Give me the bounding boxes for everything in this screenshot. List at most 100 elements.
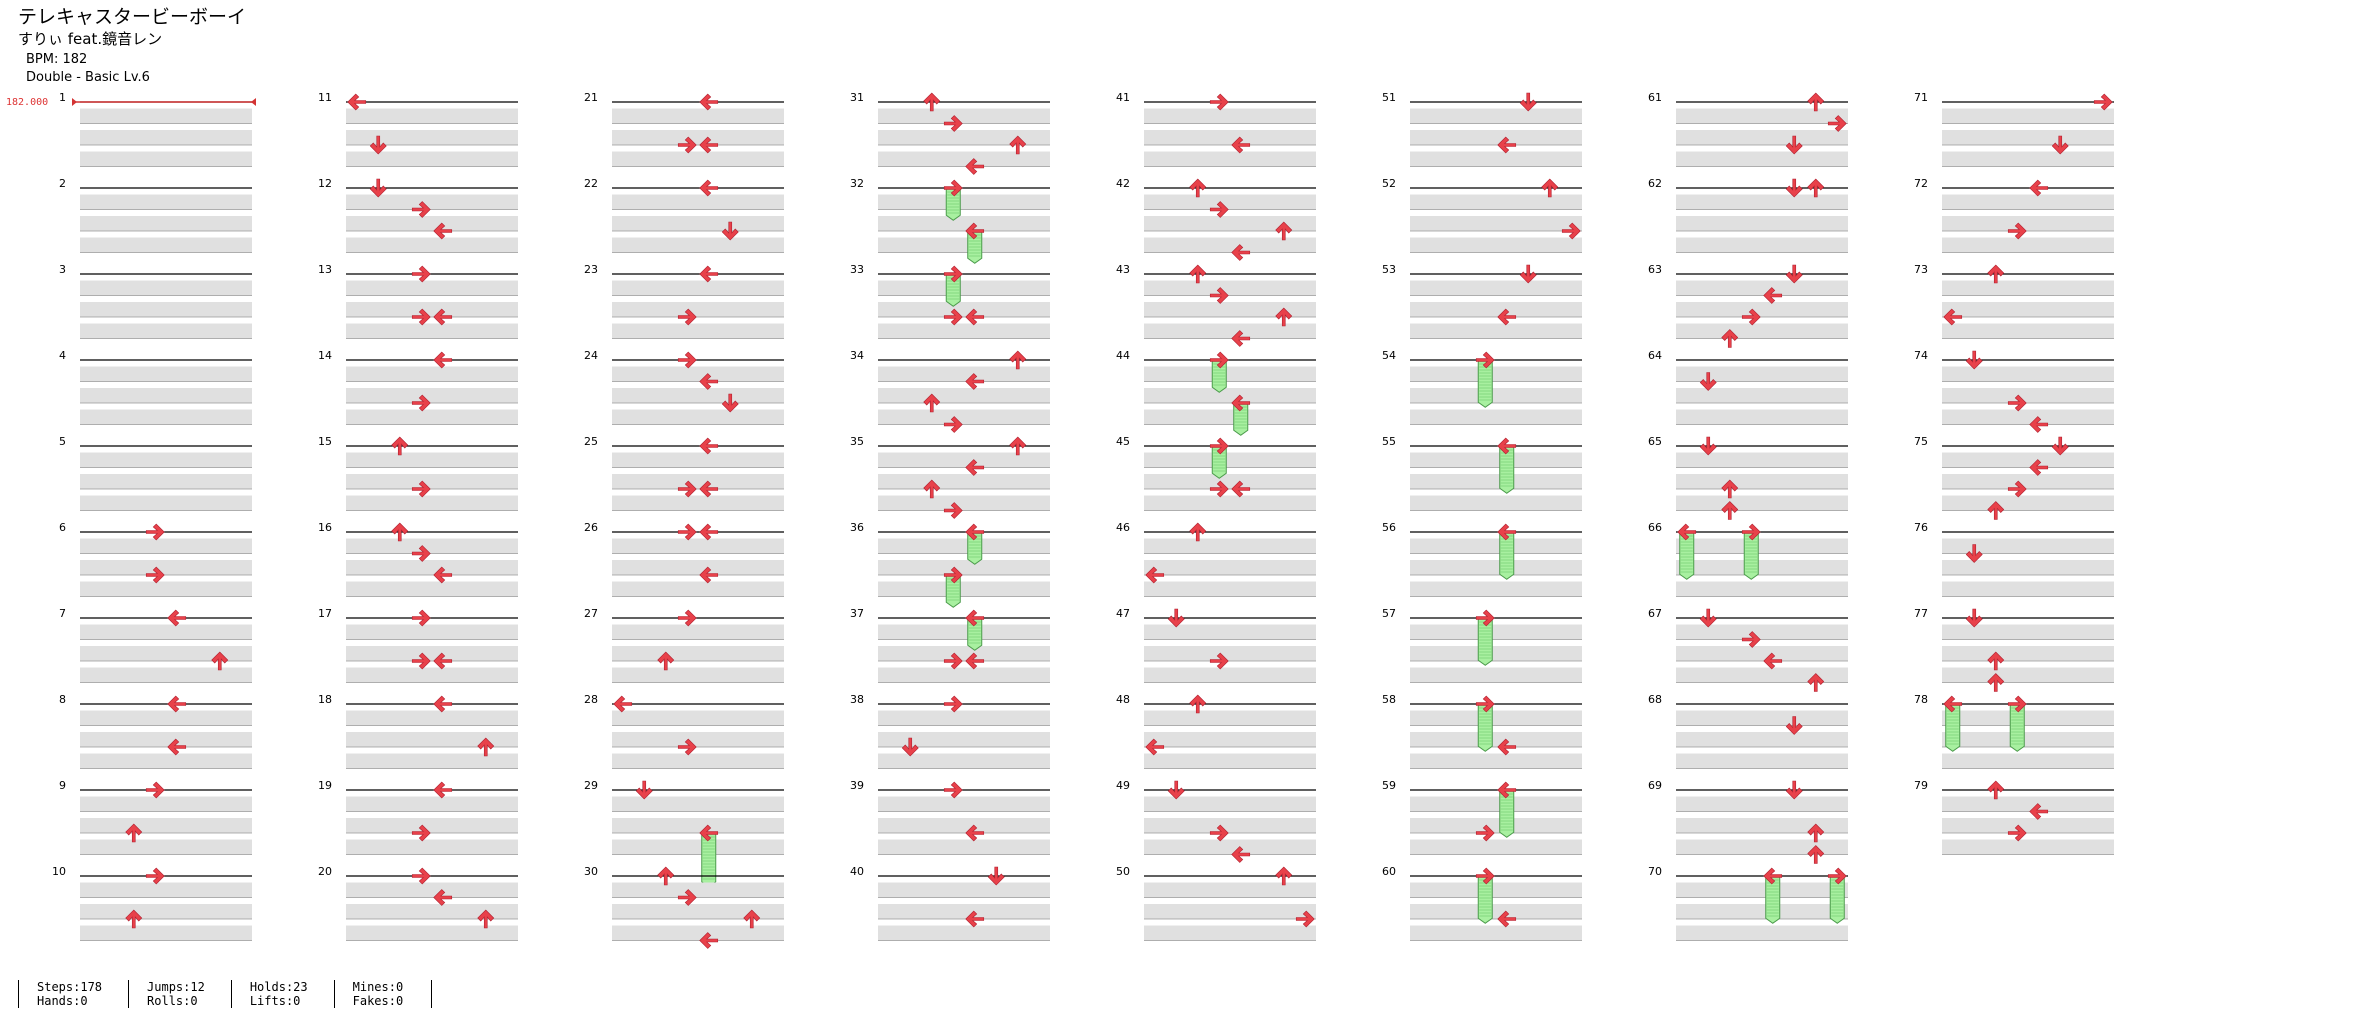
measure: 59 <box>1382 779 1582 855</box>
left-arrow-icon <box>1497 738 1517 756</box>
beat-band <box>1676 452 1848 468</box>
beat-band <box>346 130 518 145</box>
beat-band <box>612 538 784 554</box>
beat-band <box>1144 925 1316 941</box>
measure: 56 <box>1382 521 1582 597</box>
right-arrow-icon <box>677 738 697 756</box>
down-arrow-icon <box>1167 780 1185 800</box>
beat-band <box>346 646 518 661</box>
left-arrow-icon <box>1763 287 1783 304</box>
left-arrow-icon <box>1231 846 1251 863</box>
left-arrow-icon <box>1231 136 1251 154</box>
beat-band <box>1410 302 1582 317</box>
left-arrow-icon <box>1231 480 1251 498</box>
left-arrow-icon <box>1497 437 1517 455</box>
left-arrow-icon <box>1497 781 1517 799</box>
beat-band <box>1144 130 1316 145</box>
song-artist: すりぃ feat.鏡音レン <box>18 30 163 48</box>
beat-band <box>80 904 252 919</box>
beat-band <box>1144 452 1316 468</box>
measure: 61 <box>1648 91 1848 167</box>
beat-band <box>1676 409 1848 425</box>
measure: 16 <box>318 521 518 597</box>
beat-band <box>1942 581 2114 597</box>
beat-band <box>1410 237 1582 253</box>
up-arrow-icon <box>1009 135 1027 155</box>
right-arrow-icon <box>677 889 697 906</box>
measure: 57 <box>1382 607 1582 683</box>
beat-band <box>878 237 1050 253</box>
left-arrow-icon <box>699 136 719 154</box>
beat-band <box>1676 560 1848 575</box>
beat-band <box>80 474 252 489</box>
beat-band <box>346 452 518 468</box>
measure-number: 8 <box>59 693 66 706</box>
beat-band <box>1942 388 2114 403</box>
measure-number: 10 <box>52 865 66 878</box>
measure-number: 6 <box>59 521 66 534</box>
beat-band <box>878 925 1050 941</box>
up-arrow-icon <box>477 909 495 929</box>
hold-note <box>701 832 717 888</box>
beat-band <box>346 839 518 855</box>
beat-band <box>612 753 784 769</box>
measure: 73 <box>1914 263 2114 339</box>
left-arrow-icon <box>699 824 719 842</box>
left-arrow-icon <box>433 566 453 584</box>
measure: 13 <box>318 263 518 339</box>
measure: 17 <box>318 607 518 683</box>
down-arrow-icon <box>635 780 653 800</box>
measure: 25 <box>584 435 784 511</box>
measure: 7 <box>59 607 252 683</box>
hold-note <box>1233 402 1249 436</box>
measure-number: 63 <box>1648 263 1662 276</box>
left-arrow-icon <box>433 695 453 713</box>
up-arrow-icon <box>1009 436 1027 456</box>
down-arrow-icon <box>369 135 387 155</box>
down-arrow-icon <box>1167 608 1185 628</box>
beat-band <box>80 495 252 511</box>
beat-band <box>878 753 1050 769</box>
beat-band <box>612 624 784 640</box>
left-arrow-icon <box>613 695 633 713</box>
beat-band <box>1676 882 1848 898</box>
measure-number: 55 <box>1382 435 1396 448</box>
beat-band <box>878 495 1050 511</box>
measure: 64 <box>1648 349 1848 425</box>
beat-band <box>612 409 784 425</box>
right-arrow-icon <box>943 308 963 326</box>
beat-band <box>1144 538 1316 554</box>
beat-band <box>878 280 1050 296</box>
measure: 20 <box>318 865 518 941</box>
up-arrow-icon <box>391 522 409 542</box>
right-arrow-icon <box>1475 867 1495 885</box>
beat-band <box>878 388 1050 403</box>
left-arrow-icon <box>965 158 985 175</box>
right-arrow-icon <box>145 523 165 541</box>
beat-band <box>612 452 784 468</box>
beat-band <box>1410 904 1582 919</box>
measure-number: 25 <box>584 435 598 448</box>
measure-number: 3 <box>59 263 66 276</box>
right-arrow-icon <box>1209 480 1229 498</box>
measure: 12 <box>318 177 518 253</box>
measure: 33 <box>850 263 1050 339</box>
stat-rolls: Rolls:0 <box>147 994 198 1008</box>
measure: 44 <box>1116 349 1316 436</box>
up-arrow-icon <box>1987 673 2005 692</box>
beat-band <box>1942 194 2114 210</box>
left-arrow-icon <box>1145 738 1165 756</box>
left-arrow-icon <box>1497 136 1517 154</box>
measure-number: 23 <box>584 263 598 276</box>
measure: 71 <box>1914 91 2114 167</box>
measure-number: 18 <box>318 693 332 706</box>
down-arrow-icon <box>1965 608 1983 628</box>
left-arrow-icon <box>699 373 719 390</box>
measure: 54 <box>1382 349 1582 425</box>
measure-number: 30 <box>584 865 598 878</box>
right-arrow-icon <box>1209 437 1229 455</box>
measure: 1 <box>59 91 252 167</box>
beat-band <box>612 474 784 489</box>
beat-band <box>878 474 1050 489</box>
right-arrow-icon <box>411 609 431 627</box>
